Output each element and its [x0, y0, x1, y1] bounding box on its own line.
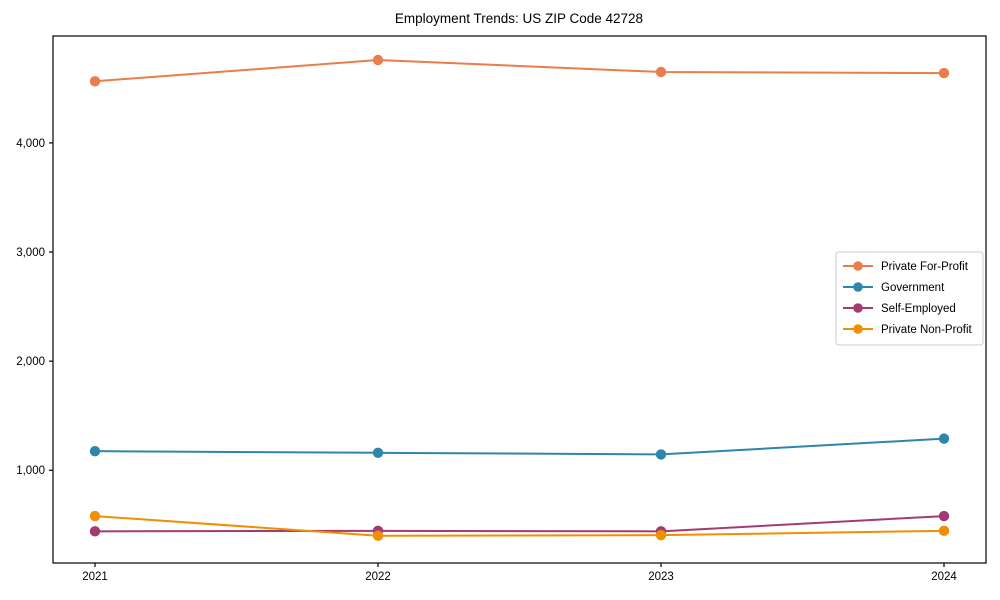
data-point-private-non-profit-2022 — [372, 530, 384, 541]
legend-item-government: Government — [843, 282, 945, 294]
data-point-private-non-profit-2021 — [89, 510, 101, 522]
legend-item-self-employed: Self-Employed — [843, 303, 956, 315]
legend-dot-swatch — [853, 282, 863, 292]
plot-border — [52, 35, 987, 564]
legend-item-private-for-profit: Private For-Profit — [843, 261, 969, 273]
x-tick-label: 2021 — [82, 571, 108, 583]
y-tick-label: 2,000 — [16, 356, 45, 368]
legend-label: Self-Employed — [881, 303, 956, 315]
y-tick-label: 1,000 — [16, 465, 45, 477]
x-tick-label: 2024 — [931, 571, 957, 583]
legend-dot-swatch — [853, 261, 863, 271]
legend-label: Government — [881, 282, 945, 294]
data-point-private-for-profit-2024 — [938, 67, 950, 79]
x-tick-label: 2022 — [365, 571, 391, 583]
legend-label: Private Non-Profit — [881, 324, 973, 336]
data-point-self-employed-2021 — [89, 526, 101, 537]
y-tick-label: 3,000 — [16, 247, 45, 259]
series-layer — [89, 54, 950, 541]
chart-title: Employment Trends: US ZIP Code 42728 — [395, 11, 643, 26]
series-line-private-non-profit — [94, 515, 945, 537]
series-line-self-employed — [94, 515, 945, 533]
legend-dot-swatch — [853, 303, 863, 313]
data-point-government-2024 — [938, 433, 950, 444]
data-point-private-non-profit-2023 — [655, 529, 667, 541]
legend-item-private-non-profit: Private Non-Profit — [843, 324, 973, 336]
data-point-government-2023 — [655, 449, 667, 460]
data-point-government-2022 — [372, 447, 384, 458]
legend-box — [835, 251, 984, 346]
y-tick-label: 4,000 — [16, 138, 45, 150]
data-point-private-for-profit-2023 — [655, 66, 667, 78]
data-point-government-2021 — [89, 445, 101, 457]
x-tick-label: 2023 — [648, 571, 674, 583]
series-line-government — [94, 437, 945, 456]
legend-label: Private For-Profit — [881, 261, 969, 273]
data-point-private-non-profit-2024 — [938, 525, 950, 537]
legend-dot-swatch — [853, 324, 863, 334]
series-line-private-for-profit — [94, 59, 945, 83]
data-point-self-employed-2024 — [938, 510, 950, 522]
data-point-private-for-profit-2021 — [89, 76, 101, 87]
legend: Private For-Profit Government Self-Employe… — [835, 251, 984, 346]
data-point-private-for-profit-2022 — [372, 54, 384, 66]
axes: 1,000 2,000 3,000 4,000 2021 2022 2023 2024 — [16, 35, 987, 583]
